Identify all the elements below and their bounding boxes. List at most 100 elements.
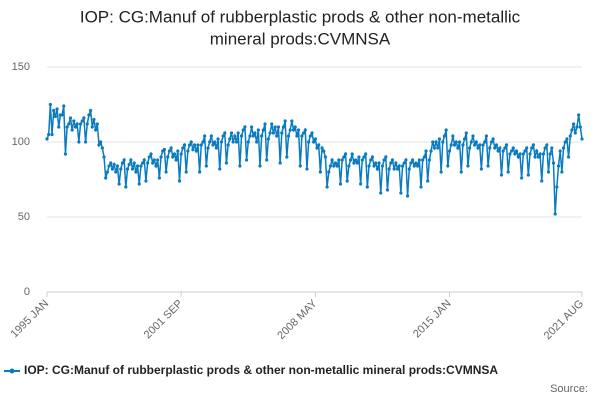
point xyxy=(422,155,426,159)
point xyxy=(187,143,192,147)
point xyxy=(338,182,343,186)
series-line xyxy=(46,104,583,215)
point xyxy=(520,176,524,180)
point xyxy=(127,162,131,167)
point xyxy=(456,146,460,150)
point xyxy=(253,131,257,135)
point xyxy=(508,152,512,156)
point xyxy=(246,140,250,144)
point xyxy=(256,128,260,132)
point xyxy=(213,140,217,144)
point xyxy=(573,131,577,135)
point xyxy=(243,125,247,129)
point xyxy=(570,128,574,132)
point xyxy=(57,125,61,129)
point xyxy=(65,125,69,129)
point xyxy=(370,155,374,159)
point xyxy=(531,143,535,147)
point xyxy=(414,161,418,165)
point xyxy=(483,140,487,144)
point xyxy=(335,164,339,168)
point xyxy=(285,155,289,159)
point xyxy=(499,173,504,177)
point xyxy=(488,146,492,150)
point xyxy=(494,143,499,147)
point xyxy=(369,158,373,162)
point xyxy=(548,152,552,156)
point xyxy=(556,164,561,168)
point xyxy=(209,134,213,138)
point xyxy=(337,158,341,162)
point xyxy=(191,147,195,152)
point xyxy=(345,179,349,183)
point xyxy=(261,128,265,132)
point xyxy=(463,137,467,141)
point xyxy=(563,140,567,144)
point xyxy=(332,164,336,168)
point xyxy=(137,182,141,186)
point xyxy=(392,167,396,171)
point xyxy=(577,113,581,117)
point xyxy=(427,158,431,162)
point xyxy=(509,149,514,153)
point xyxy=(167,149,172,153)
point xyxy=(310,131,314,135)
point xyxy=(342,155,346,159)
point xyxy=(348,158,353,162)
y-tick-label: 150 xyxy=(12,61,30,73)
point xyxy=(464,131,468,135)
point xyxy=(541,152,546,156)
point xyxy=(476,146,480,150)
point xyxy=(135,164,140,168)
point xyxy=(107,164,111,168)
point xyxy=(293,125,297,129)
point xyxy=(535,149,539,153)
point xyxy=(87,113,91,117)
point xyxy=(73,125,78,129)
point xyxy=(565,137,569,141)
point xyxy=(308,134,312,138)
point xyxy=(364,152,368,156)
y-tick-label: 50 xyxy=(18,211,30,223)
point xyxy=(174,158,178,162)
point xyxy=(201,140,205,144)
point xyxy=(325,185,329,189)
x-tick-label: 2008 MAY xyxy=(275,297,320,342)
point xyxy=(416,164,420,168)
point xyxy=(518,152,522,156)
point xyxy=(444,128,448,132)
point xyxy=(317,143,321,147)
point xyxy=(426,179,430,183)
x-tick-label: 1995 JAN xyxy=(9,298,52,341)
point xyxy=(255,140,259,144)
point xyxy=(377,161,381,165)
point xyxy=(305,167,309,171)
point xyxy=(530,146,534,150)
x-tick-label: 2001 SEP xyxy=(142,298,186,342)
y-tick-label: 0 xyxy=(24,286,30,298)
point xyxy=(182,143,187,147)
point xyxy=(82,116,86,120)
point xyxy=(330,158,334,162)
point xyxy=(47,132,51,137)
point xyxy=(501,149,505,153)
point xyxy=(525,146,529,150)
point xyxy=(142,158,146,162)
point xyxy=(53,114,57,119)
point xyxy=(172,152,177,156)
point xyxy=(244,158,249,162)
point xyxy=(218,167,222,171)
point xyxy=(400,164,405,168)
point xyxy=(457,140,462,144)
point xyxy=(275,134,279,138)
point xyxy=(120,161,125,165)
point xyxy=(429,149,433,153)
point xyxy=(461,143,465,147)
point xyxy=(280,131,284,135)
point xyxy=(288,128,292,132)
point xyxy=(67,122,71,126)
point xyxy=(251,134,255,138)
chart-title: mineral prods:CVMNSA xyxy=(210,29,391,48)
point xyxy=(387,167,391,171)
point xyxy=(92,117,96,122)
